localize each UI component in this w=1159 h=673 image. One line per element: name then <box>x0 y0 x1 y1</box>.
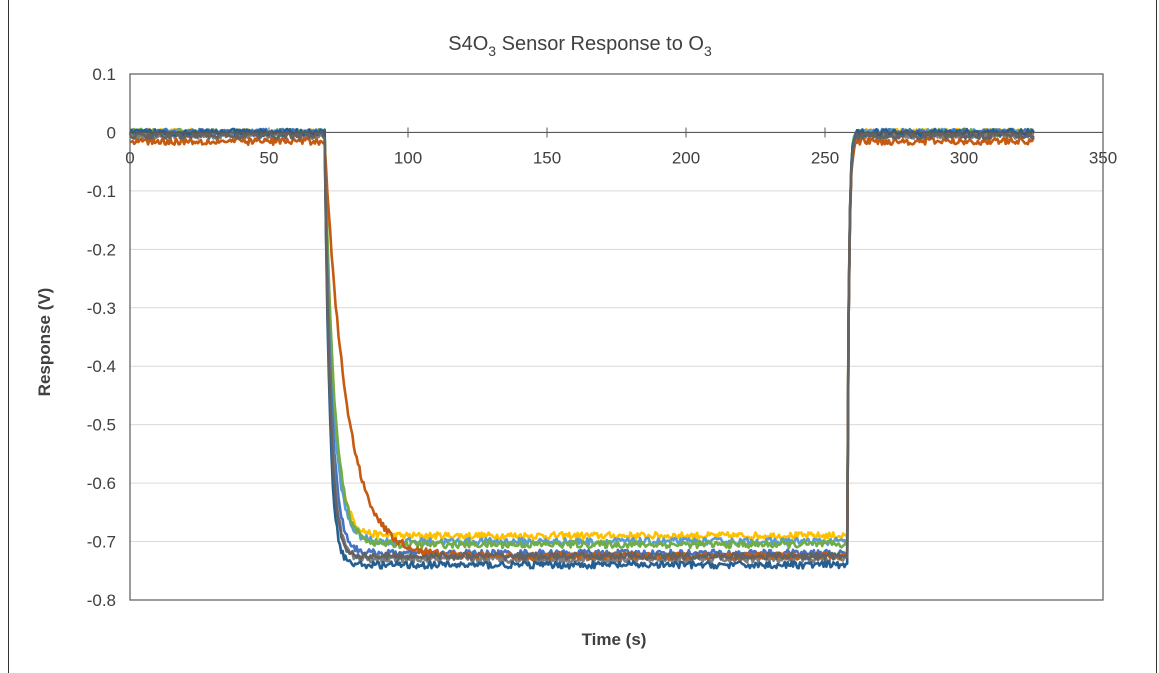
series-line-8 <box>129 130 1035 561</box>
x-tick-label: 250 <box>811 148 839 167</box>
y-tick-label: -0.4 <box>87 357 116 376</box>
chart-title-subscript-2: 3 <box>704 43 712 59</box>
plot-border <box>129 73 1104 601</box>
y-axis-ticks: 0.1 0 -0.1 -0.2 -0.3 -0.4 -0.5 -0.6 -0.7 -0.8 <box>87 65 116 610</box>
y-tick-label: -0.1 <box>87 182 116 201</box>
y-tick-label: -0.6 <box>87 474 116 493</box>
y-tick-label: -0.7 <box>87 533 116 552</box>
y-tick-label: -0.2 <box>87 240 116 259</box>
x-tick-label: 200 <box>672 148 700 167</box>
y-tick-label: -0.3 <box>87 299 116 318</box>
y-tick-label: -0.5 <box>87 416 116 435</box>
series-line-5 <box>128 130 1035 564</box>
series-line-6 <box>129 127 1035 570</box>
chart-title-middle: Sensor Response to O <box>496 33 704 55</box>
chart-title-subscript-1: 3 <box>488 43 496 59</box>
series-line-7 <box>129 136 1035 562</box>
data-series <box>128 127 1035 570</box>
x-tick-label: 50 <box>260 148 279 167</box>
chart-frame <box>8 0 1157 673</box>
y-tick-label: 0 <box>107 123 116 142</box>
x-tick-label: 150 <box>533 148 561 167</box>
chart-title-main: S4O <box>448 33 488 55</box>
chart-title: S4O3 Sensor Response to O3 <box>448 33 712 59</box>
series-line-3 <box>129 127 1034 550</box>
x-axis-title: Time (s) <box>582 630 647 649</box>
y-tick-label: -0.8 <box>87 591 116 610</box>
plot-area-border <box>129 73 1104 601</box>
x-tick-label: 100 <box>394 148 422 167</box>
series-line-4 <box>129 127 1035 559</box>
y-tick-label: 0.1 <box>92 65 116 84</box>
y-axis-title: Response (V) <box>35 288 54 397</box>
x-tick-label: 300 <box>950 148 978 167</box>
